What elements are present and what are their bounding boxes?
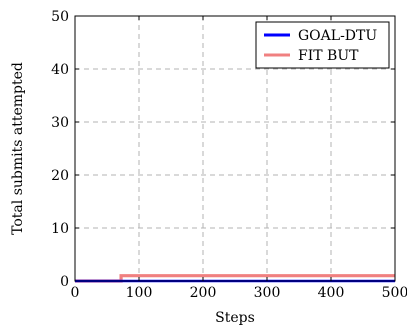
grid bbox=[75, 16, 395, 281]
x-tick-label: 100 bbox=[126, 285, 153, 301]
y-tick-label: 20 bbox=[51, 168, 69, 184]
y-tick-label: 10 bbox=[51, 221, 69, 237]
legend-box bbox=[255, 21, 390, 69]
y-axis-title: Total submits attempted bbox=[10, 62, 26, 235]
y-tick-label: 50 bbox=[51, 9, 69, 25]
y-tick-label: 0 bbox=[60, 274, 69, 290]
ticks: 0 100 200 300 400 500 0 10 20 30 40 50 bbox=[51, 9, 407, 301]
x-axis-title: Steps bbox=[215, 310, 255, 326]
series-layer bbox=[75, 274, 395, 283]
legend-label-goal-dtu: GOAL-DTU bbox=[298, 28, 377, 44]
legend: GOAL-DTU FIT BUT bbox=[255, 21, 390, 69]
x-tick-label: 0 bbox=[71, 285, 80, 301]
y-tick-label: 30 bbox=[51, 115, 69, 131]
y-tick-label: 40 bbox=[51, 62, 69, 78]
x-tick-label: 300 bbox=[254, 285, 281, 301]
x-tick-label: 400 bbox=[318, 285, 345, 301]
legend-label-fit-but: FIT BUT bbox=[298, 48, 359, 64]
plot-frame bbox=[74, 15, 396, 282]
x-tick-label: 500 bbox=[382, 285, 407, 301]
x-tick-label: 200 bbox=[190, 285, 217, 301]
